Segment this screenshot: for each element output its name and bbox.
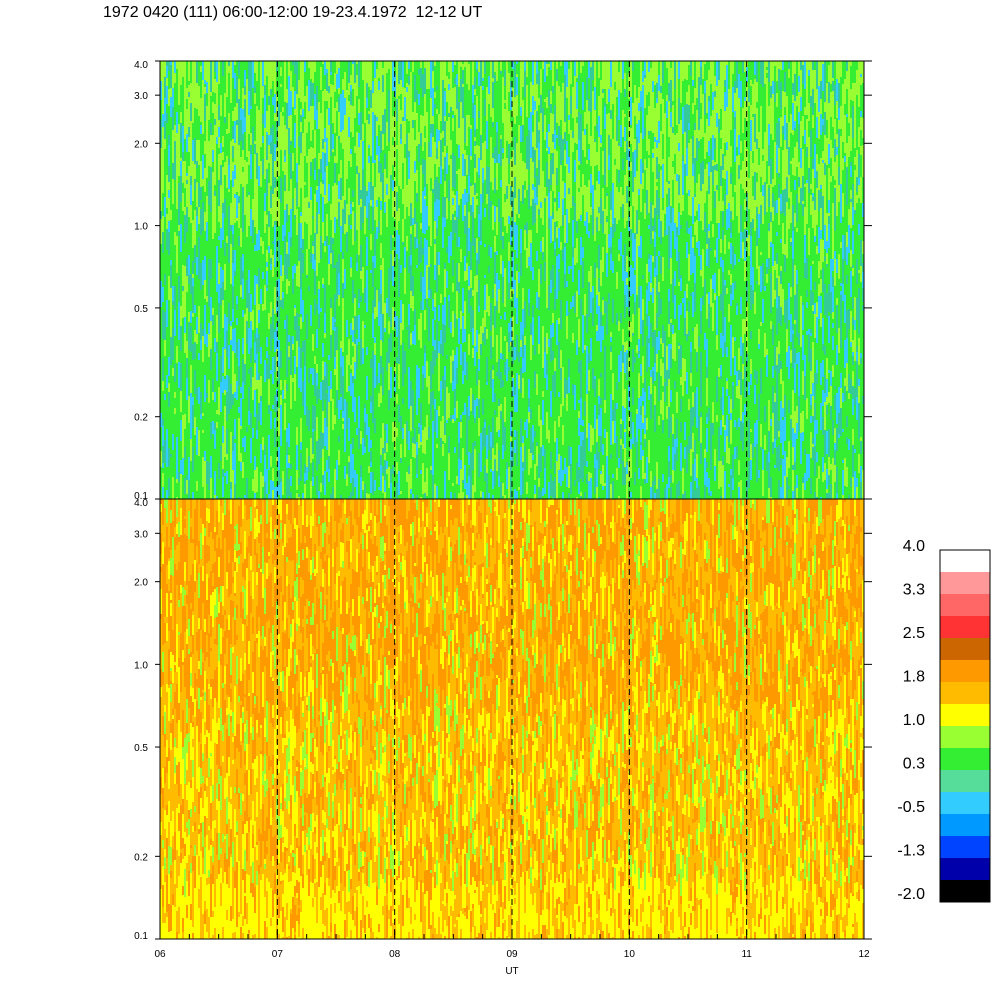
colorbar-label: -1.3 — [897, 843, 925, 860]
colorbar-swatch — [940, 814, 990, 836]
colorbar-swatch — [940, 572, 990, 594]
colorbar-label: 4.0 — [903, 538, 925, 555]
colorbar-swatch — [940, 792, 990, 814]
y-tick-label: 4.0 — [134, 498, 148, 509]
y-tick-label: 3.0 — [134, 529, 148, 540]
colorbar-frame — [939, 549, 991, 903]
colorbar-swatch — [940, 770, 990, 792]
x-tick-label: 08 — [389, 949, 401, 960]
colorbar-swatch — [940, 660, 990, 682]
y-tick-label: 0.1 — [134, 931, 148, 942]
x-tick-label: 07 — [272, 949, 284, 960]
y-tick-label: 1.0 — [134, 660, 148, 671]
x-tick-label: 12 — [858, 949, 870, 960]
colorbar-swatch — [940, 704, 990, 726]
y-tick-label: 0.2 — [134, 413, 148, 424]
y-tick-label: 4.0 — [134, 60, 148, 71]
y-tick-label: 3.0 — [134, 91, 148, 102]
axes: 4.03.02.01.00.50.20.14.03.02.01.00.50.20… — [134, 60, 872, 977]
colorbar-label: 2.5 — [903, 625, 925, 642]
colorbar-label: 1.8 — [903, 669, 925, 686]
colorbar-swatch — [940, 550, 990, 572]
colorbar-swatch — [940, 616, 990, 638]
y-tick-label: 0.1 — [134, 491, 148, 502]
colorbar-swatch — [940, 836, 990, 858]
x-tick-label: 06 — [154, 949, 166, 960]
colorbar-label: -2.0 — [897, 886, 925, 903]
x-axis-label: UT — [505, 966, 518, 977]
y-tick-label: 2.0 — [134, 578, 148, 589]
colorbar-swatch — [940, 880, 990, 902]
colorbar-label: 0.3 — [903, 756, 925, 773]
chart-title: 1972 0420 (111) 06:00-12:00 19-23.4.1972… — [103, 4, 482, 22]
colorbar-label: -0.5 — [897, 799, 925, 816]
x-tick-label: 11 — [741, 949, 752, 960]
colorbar-swatch — [940, 594, 990, 616]
colorbar-label: 1.0 — [903, 712, 925, 729]
y-tick-label: 1.0 — [134, 222, 148, 233]
colorbar-swatch — [940, 748, 990, 770]
y-tick-label: 0.5 — [134, 743, 148, 754]
colorbar-swatch — [940, 858, 990, 880]
colorbar: 4.0 3.3 2.5 1.8 1.0 0.3 -0.5 -1.3 -2.0 — [897, 538, 991, 903]
y-tick-label: 0.5 — [134, 304, 148, 315]
y-tick-label: 0.2 — [134, 852, 148, 863]
colorbar-label: 3.3 — [903, 582, 925, 599]
x-tick-label: 09 — [506, 949, 518, 960]
spectrogram-panels — [160, 61, 864, 939]
colorbar-swatch — [940, 726, 990, 748]
colorbar-swatch — [940, 682, 990, 704]
colorbar-swatch — [940, 638, 990, 660]
x-tick-label: 10 — [624, 949, 636, 960]
y-tick-label: 2.0 — [134, 139, 148, 150]
